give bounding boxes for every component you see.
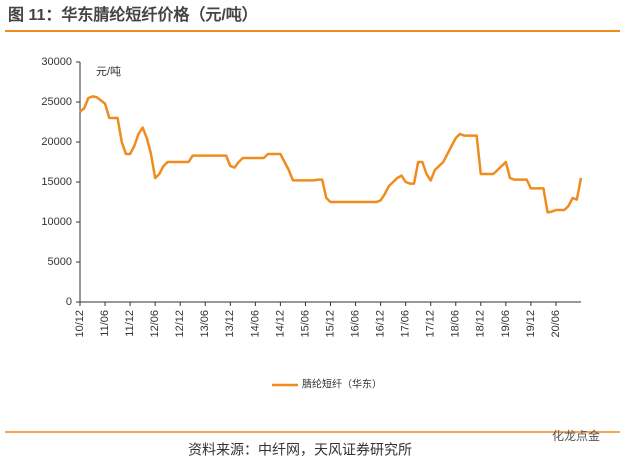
legend-label: 腈纶短纤（华东） [302, 378, 382, 391]
x-tick-label: 15/06 [299, 310, 311, 338]
x-tick-label: 20/06 [550, 310, 562, 338]
y-tick-label: 15000 [41, 176, 72, 188]
source: 资料来源：中纤网，天风证券研究所 [188, 442, 412, 458]
x-tick-label: 13/06 [199, 310, 211, 338]
watermark: 化龙点金 [552, 428, 600, 443]
y-tick-label: 0 [66, 296, 72, 308]
x-tick-label: 12/06 [149, 310, 161, 338]
y-axis-label: 元/吨 [96, 65, 121, 78]
y-tick-label: 25000 [41, 96, 72, 108]
y-tick-label: 20000 [41, 136, 72, 148]
x-tick-label: 12/12 [174, 310, 186, 338]
x-tick-label: 18/06 [450, 310, 462, 338]
x-tick-label: 19/06 [500, 310, 512, 338]
x-tick-label: 17/12 [425, 310, 437, 338]
x-tick-label: 14/06 [249, 310, 261, 338]
x-tick-label: 19/12 [525, 310, 537, 338]
x-tick-label: 11/12 [124, 310, 136, 337]
x-tick-label: 16/06 [349, 310, 361, 338]
x-tick-label: 15/12 [324, 310, 336, 338]
y-tick-label: 30000 [41, 56, 72, 68]
y-tick-label: 10000 [41, 216, 72, 228]
x-tick-label: 16/12 [375, 310, 387, 338]
x-tick-label: 13/12 [224, 310, 236, 338]
x-tick-label: 17/06 [400, 310, 412, 338]
x-tick-label: 10/12 [74, 310, 86, 338]
x-tick-label: 18/12 [475, 310, 487, 338]
y-tick-label: 5000 [48, 256, 72, 268]
chart-title: 图 11：华东腈纶短纤价格（元/吨） [8, 5, 258, 24]
x-tick-label: 14/12 [274, 310, 286, 338]
x-tick-label: 11/06 [99, 310, 111, 337]
line-series [79, 95, 583, 214]
